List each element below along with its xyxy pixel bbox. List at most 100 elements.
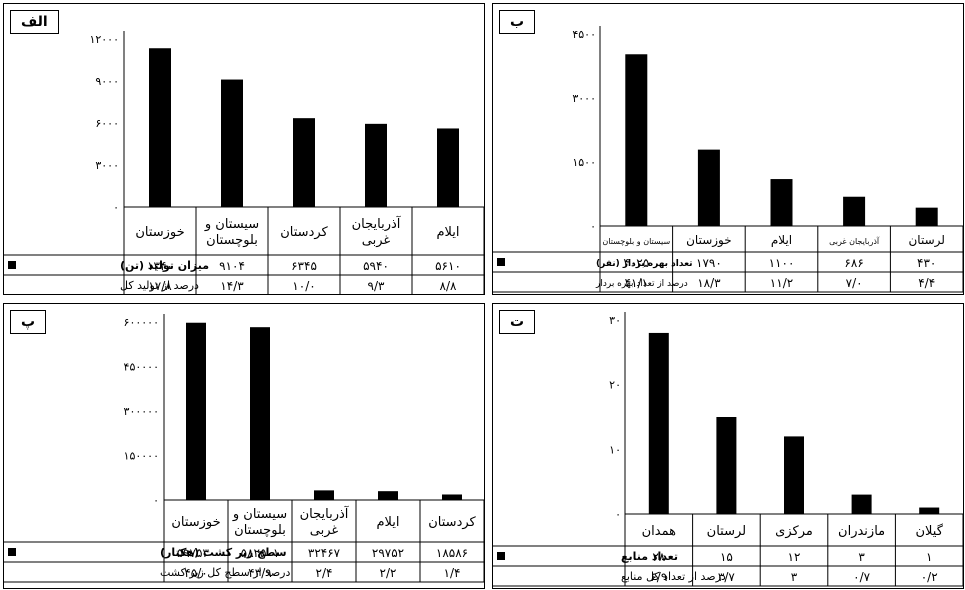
bar bbox=[149, 48, 171, 207]
category-label: ایلام bbox=[436, 225, 459, 240]
y-tick-label: ۳۰۰۰ bbox=[95, 159, 119, 172]
percent-value: ۱۴/۳ bbox=[220, 279, 244, 293]
category-label: خوزستان bbox=[135, 225, 184, 240]
bar bbox=[697, 149, 720, 226]
percent-value: ۰/۷ bbox=[853, 570, 870, 584]
row2-label: درصد از سطح کل زیر کشت bbox=[160, 566, 290, 579]
panel-tag: ت bbox=[499, 310, 536, 334]
data-value: ۳۲۴۶۷ bbox=[308, 546, 341, 560]
percent-value: ۱۱/۲ bbox=[770, 276, 793, 290]
category-label: ایلام bbox=[771, 233, 792, 247]
bar-chart-svg: ۰ ۱۵۰۰۰۰ ۳۰۰۰۰۰ ۴۵۰۰۰۰ ۶۰۰۰۰۰ خوزستان سیستان و… bbox=[4, 314, 484, 583]
category-label: همدان bbox=[642, 524, 676, 539]
y-tick-label: ۱۰ bbox=[609, 443, 621, 456]
bar bbox=[851, 494, 872, 514]
bar bbox=[915, 207, 938, 226]
category-label: مازندران bbox=[838, 524, 885, 539]
category-label: سیستان و بلوچستان bbox=[232, 507, 287, 538]
bar bbox=[648, 332, 669, 514]
category-label: آذربایجان غربی bbox=[300, 505, 350, 538]
bar bbox=[437, 128, 459, 207]
legend-marker bbox=[8, 261, 16, 269]
bar-chart-svg: ۰ ۳۰۰۰ ۶۰۰۰ ۹۰۰۰ ۱۲۰۰۰ خوزستان سیستان و بلوچستا… bbox=[4, 31, 484, 294]
row2-label: درصد از تعداد کل منابع bbox=[621, 570, 726, 583]
data-value: ۹۱۰۴ bbox=[219, 259, 245, 273]
y-tick-label: ۳۰ bbox=[609, 314, 621, 327]
category-label: خوزستان bbox=[686, 233, 732, 248]
bar bbox=[314, 490, 334, 500]
bar bbox=[784, 436, 804, 514]
row1-label: تعداد بهره بردار (نفر) bbox=[596, 259, 693, 269]
category-label: مرکزی bbox=[775, 524, 813, 539]
bar bbox=[378, 491, 398, 500]
y-tick-label: ۳۰۰۰ bbox=[572, 92, 596, 105]
data-value: ۵۸۲۵۰۱ bbox=[241, 546, 280, 560]
bar-chart-svg: ۰ ۱۵۰۰ ۳۰۰۰ ۴۵۰۰ سیستان و بلوچستان خوزستان ایل… bbox=[493, 26, 963, 293]
data-value: ۳ bbox=[858, 550, 865, 564]
category-label: لرستان bbox=[707, 524, 746, 539]
data-value: ۴۰۲۵ bbox=[623, 256, 649, 270]
category-label: سیستان و بلوچستان bbox=[602, 237, 670, 246]
data-value: ۱۵ bbox=[720, 550, 733, 564]
data-value: ۵۹۴۰ bbox=[363, 259, 389, 273]
bar bbox=[919, 507, 940, 514]
data-value: ۱ bbox=[926, 550, 932, 564]
category-label: آذربایجان غربی bbox=[829, 236, 880, 246]
y-tick-label: ۲۰ bbox=[609, 379, 621, 392]
category-label: کردستان bbox=[428, 515, 476, 530]
y-tick-label: ۰ bbox=[113, 201, 119, 214]
bar bbox=[293, 118, 315, 207]
panel-tag: ب bbox=[499, 10, 536, 34]
percent-value: ۱۷/۸ bbox=[148, 279, 172, 293]
percent-value: ۴۵/۰ bbox=[184, 566, 207, 580]
bar-chart-svg: ۰ ۱۰ ۲۰ ۳۰ همدان لرستان مرکزی مازندران گیلان ۲۸ ۱۵… bbox=[493, 312, 963, 587]
data-value: ۱۲ bbox=[788, 550, 801, 564]
data-value: ۴۳۰ bbox=[917, 256, 936, 270]
chart-panel-be: ۰ ۱۵۰۰ ۳۰۰۰ ۴۵۰۰ سیستان و بلوچستان خوزستان ایل… bbox=[492, 3, 964, 295]
y-tick-label: ۰ bbox=[153, 494, 159, 507]
category-label: ایلام bbox=[376, 515, 399, 530]
bar bbox=[442, 494, 462, 500]
bar bbox=[625, 54, 648, 227]
bar bbox=[250, 327, 270, 500]
y-tick-label: ۰ bbox=[590, 220, 596, 233]
data-value: ۶۳۴۵ bbox=[291, 259, 317, 273]
panel-tag: پ bbox=[10, 310, 47, 334]
data-value: ۵۶۱۰ bbox=[435, 259, 461, 273]
y-tick-label: ۹۰۰۰ bbox=[95, 75, 119, 88]
y-tick-label: ۱۵۰۰۰۰ bbox=[124, 450, 159, 463]
bar bbox=[365, 123, 387, 207]
y-tick-label: ۴۵۰۰ bbox=[572, 28, 596, 41]
percent-value: ۰/۲ bbox=[921, 570, 938, 584]
percent-value: ۶/۹ bbox=[650, 570, 667, 584]
percent-value: ۱۰/۰ bbox=[292, 279, 315, 293]
percent-value: ۳/۷ bbox=[718, 570, 735, 584]
row1-label: تعداد منابع bbox=[621, 550, 678, 563]
data-value: ۱۳۴۰ bbox=[147, 259, 173, 273]
row2-label: درصد از تعداد بهره بردار bbox=[595, 279, 688, 289]
bar bbox=[770, 179, 793, 226]
row1-label: میزان تولید (تن) bbox=[120, 259, 209, 272]
data-value: ۱۷۹۰ bbox=[696, 256, 722, 270]
chart-panel-alef: ۰ ۳۰۰۰ ۶۰۰۰ ۹۰۰۰ ۱۲۰۰۰ خوزستان سیستان و بلوچستا… bbox=[3, 3, 485, 295]
category-label: خوزستان bbox=[171, 515, 220, 530]
chart-panel-te: ۰ ۱۰ ۲۰ ۳۰ همدان لرستان مرکزی مازندران گیلان ۲۸ ۱۵… bbox=[492, 303, 964, 589]
y-tick-label: ۶۰۰۰۰۰ bbox=[124, 316, 159, 329]
row1-label: سطح زیر کشت (هکتار) bbox=[160, 546, 287, 559]
percent-value: ۳ bbox=[791, 570, 798, 584]
percent-value: ۴/۴ bbox=[918, 276, 935, 290]
percent-value: ۴۱/۱ bbox=[625, 276, 648, 290]
data-value: ۶۸۶ bbox=[844, 256, 863, 270]
bar bbox=[186, 322, 206, 500]
percent-value: ۹/۳ bbox=[368, 279, 385, 293]
data-value: ۱۱۰۰ bbox=[769, 256, 795, 270]
y-tick-label: ۰ bbox=[615, 508, 621, 521]
percent-value: ۴۳/۹ bbox=[248, 566, 271, 580]
y-tick-label: ۶۰۰۰ bbox=[95, 117, 119, 130]
category-label: لرستان bbox=[908, 233, 944, 248]
panel-tag: الف bbox=[10, 10, 59, 34]
bar bbox=[716, 417, 737, 514]
data-value: ۲۹۷۵۲ bbox=[372, 546, 404, 560]
data-value: ۵۹۷۵۳۰ bbox=[177, 546, 216, 560]
category-label: کردستان bbox=[280, 225, 328, 240]
